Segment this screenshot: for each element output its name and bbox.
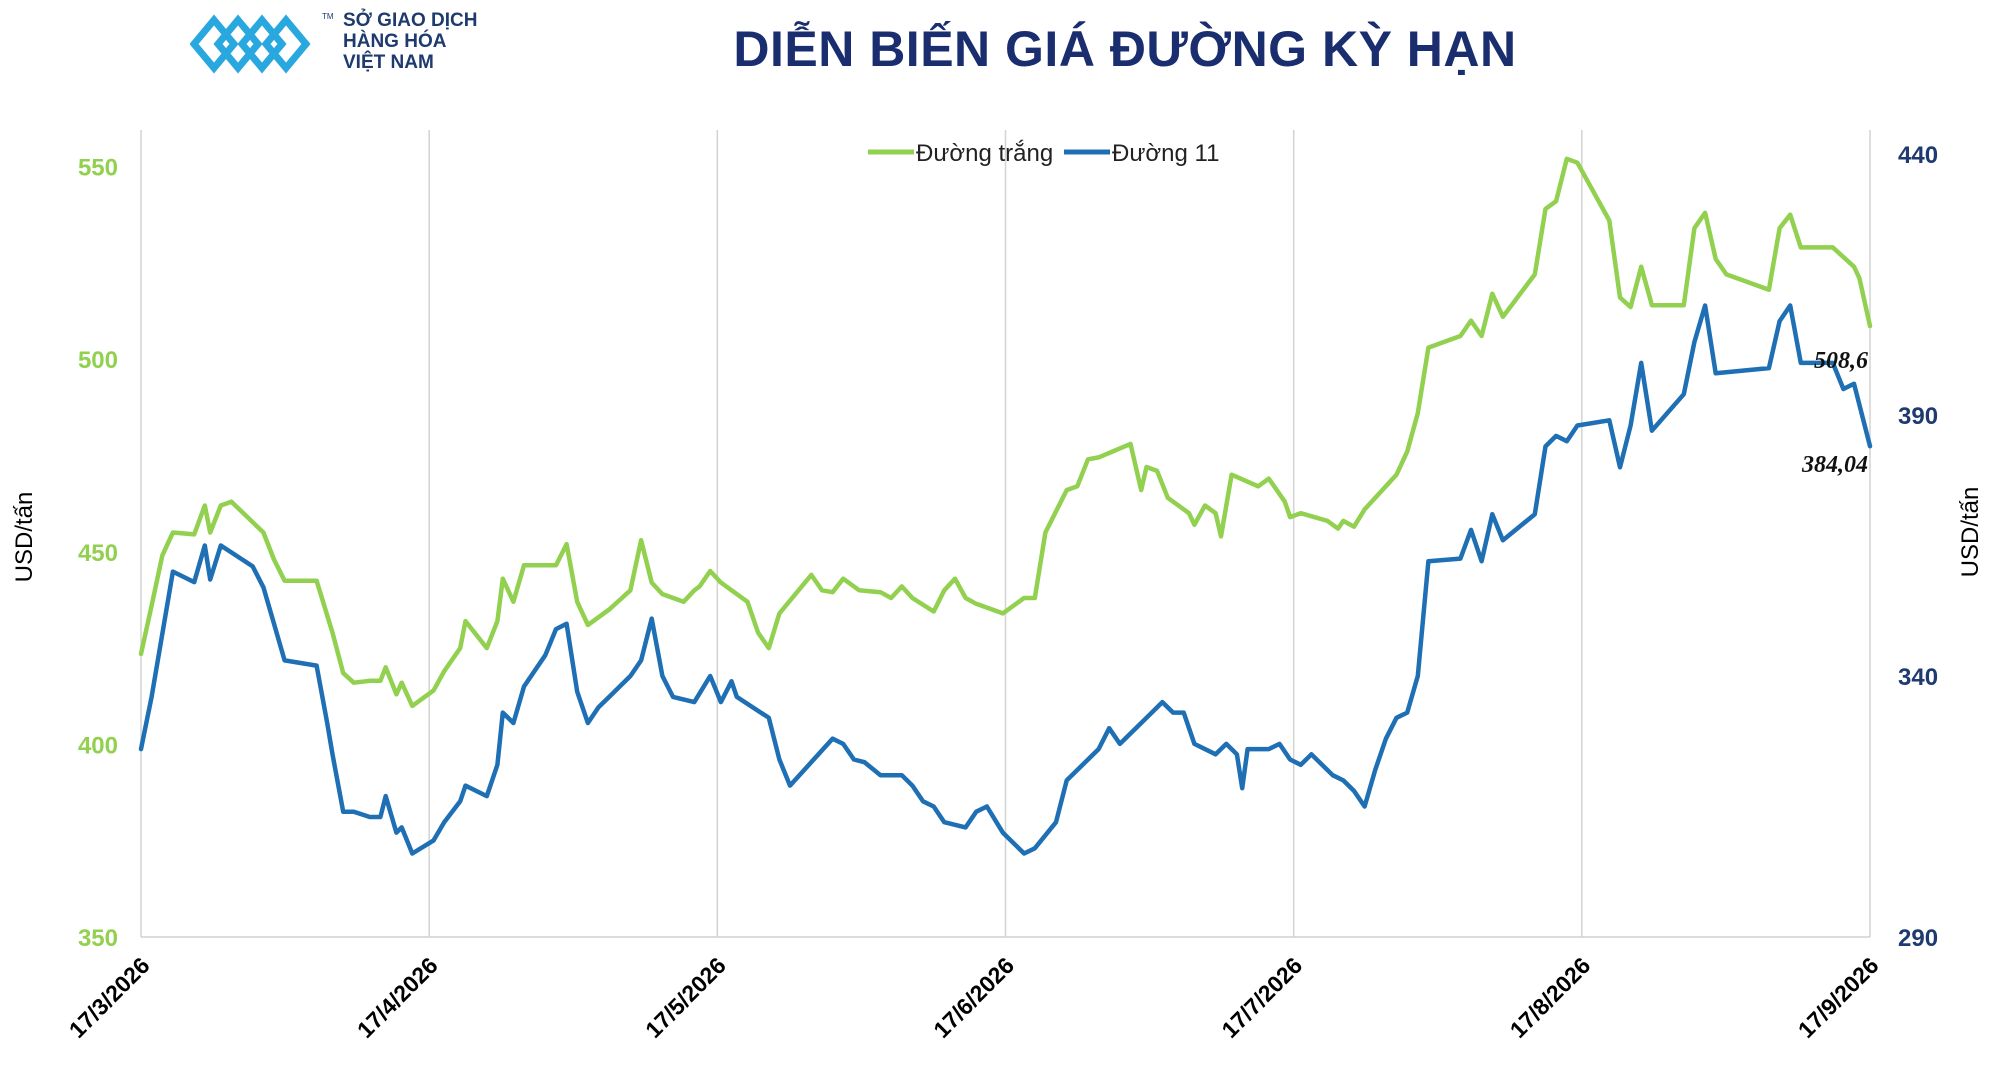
logo-trademark: TM bbox=[322, 12, 334, 21]
x-tick-label: 17/6/2026 bbox=[928, 952, 1019, 1043]
legend-label: Đường trắng bbox=[916, 140, 1053, 167]
x-tick-label: 17/8/2026 bbox=[1505, 952, 1596, 1043]
legend-label: Đường 11 bbox=[1112, 140, 1219, 167]
y-tick-left: 500 bbox=[78, 347, 118, 374]
end-labels: 508,6 384,04 bbox=[1801, 348, 1868, 478]
y-tick-right: 440 bbox=[1898, 142, 1938, 169]
y-tick-right: 290 bbox=[1898, 925, 1938, 952]
x-tick-label: 17/4/2026 bbox=[352, 952, 443, 1043]
x-tick-label: 17/5/2026 bbox=[640, 952, 731, 1043]
x-tick-label: 17/3/2026 bbox=[64, 952, 155, 1043]
y-tick-right: 390 bbox=[1898, 403, 1938, 430]
y-tick-left: 350 bbox=[78, 925, 118, 952]
y-tick-right: 340 bbox=[1898, 664, 1938, 691]
chart-legend: Đường trắng Đường 11 bbox=[868, 140, 1219, 167]
y-axis-right-label: USD/tấn bbox=[1957, 487, 1984, 578]
logo-line-2: HÀNG HÓA bbox=[343, 31, 447, 52]
series-line-2 bbox=[138, 303, 1873, 856]
x-axis-ticks: 17/3/2026 17/4/2026 17/5/2026 17/6/2026 17/7… bbox=[64, 952, 1884, 1043]
end-value-label: 384,04 bbox=[1801, 452, 1868, 478]
series-line-1 bbox=[138, 156, 1873, 709]
chart-series bbox=[138, 156, 1873, 856]
y-tick-left: 400 bbox=[78, 732, 118, 759]
logo-text: SỞ GIAO DỊCH HÀNG HÓA VIỆT NAM bbox=[343, 10, 477, 73]
y-tick-left: 550 bbox=[78, 155, 118, 182]
y-axis-left-ticks: 350 400 450 500 550 bbox=[78, 155, 118, 952]
y-tick-left: 450 bbox=[78, 540, 118, 567]
page-title: DIỄN BIẾN GIÁ ĐƯỜNG KỲ HẠN bbox=[733, 21, 1517, 77]
end-value-label: 508,6 bbox=[1814, 348, 1868, 374]
x-tick-label: 17/9/2026 bbox=[1793, 952, 1884, 1043]
chart-grid bbox=[140, 130, 1871, 937]
logo-line-1: SỞ GIAO DỊCH bbox=[343, 10, 478, 31]
logo bbox=[190, 14, 311, 74]
y-axis-right-ticks: 290 340 390 440 bbox=[1898, 142, 1938, 952]
logo-line-3: VIỆT NAM bbox=[343, 52, 434, 73]
x-tick-label: 17/7/2026 bbox=[1216, 952, 1307, 1043]
y-axis-left-label: USD/tấn bbox=[11, 492, 38, 583]
